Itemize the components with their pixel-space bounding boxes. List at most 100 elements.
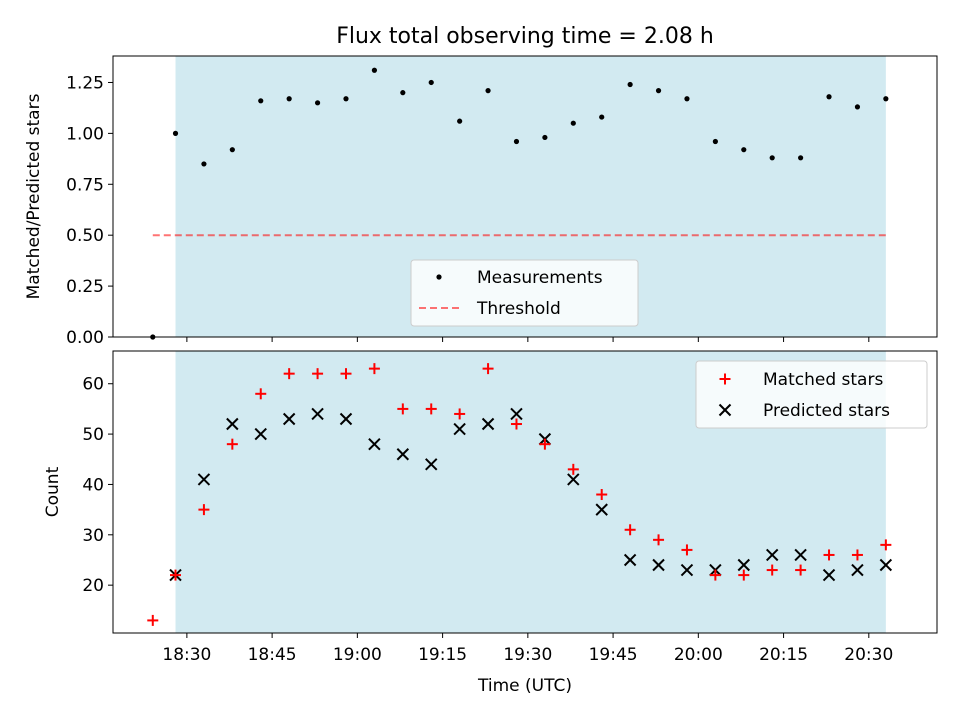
matched-point [681,544,693,556]
measurement-point [599,114,605,120]
predicted-point [254,427,267,441]
cross-stroke-b [623,553,637,567]
measurement-point [343,96,349,102]
top-y-tick-label: 0.25 [66,277,104,297]
legend-predicted-label: Predicted stars [763,401,890,421]
bottom-y-axis-label: Count [43,466,63,517]
predicted-point [282,412,296,426]
measurement-point [201,161,207,167]
cross-stroke-b [226,417,239,431]
cross-stroke-b [652,558,665,572]
bottom-x-tick-label: 19:15 [418,645,467,665]
cross-stroke-b [567,473,580,486]
cross-stroke-b [197,473,211,486]
bottom-y-tick-label: 40 [82,475,104,495]
predicted-point [197,473,211,486]
measurement-point [542,134,548,141]
cross-stroke-b [737,558,750,572]
top-y-tick-label: 0.50 [66,226,104,246]
measurement-point [258,98,264,104]
matched-point [823,549,835,561]
cross-stroke-b [510,407,523,421]
top-y-tick-label: 0.00 [66,328,104,348]
legend-matched-marker [719,373,731,385]
cross-stroke-b [879,558,893,572]
matched-point [226,438,238,450]
legend-threshold-label: Threshold [476,299,561,319]
cross-stroke-b [481,417,495,431]
matched-point [368,363,380,375]
legend-measurements-marker [436,274,442,280]
measurement-point [883,96,889,102]
bottom-legend: Matched stars Predicted stars [695,360,928,429]
measurement-point [513,138,520,145]
predicted-point [453,422,466,436]
bottom-y-tick-label: 30 [82,526,104,546]
matched-point [738,569,750,581]
bottom-x-tick-label: 18:30 [162,645,211,665]
measurement-point [712,138,718,145]
measurement-point [627,81,633,88]
cross-stroke-b [822,568,836,582]
bottom-x-tick-label: 20:30 [844,645,893,665]
bottom-x-tick-label: 18:45 [248,645,297,665]
matched-point [880,539,892,551]
matched-point [596,489,608,501]
top-panel: 0.00 0.25 0.50 0.75 1.00 1.25 Matched/Predict… [24,55,938,348]
measurement-point [854,104,861,110]
legend-matched-label: Matched stars [763,370,883,390]
predicted-point [765,548,779,562]
measurement-point [684,96,690,102]
cross-stroke-b [282,412,296,426]
predicted-point [737,558,750,572]
cross-stroke-b [851,563,864,577]
matched-point [851,549,863,561]
matched-point [170,569,182,581]
cross-stroke-b [368,437,381,451]
cross-stroke-b [794,548,807,562]
matched-point [795,564,807,576]
predicted-point [595,503,608,516]
measurement-point [428,79,434,86]
legend-predicted-marker [718,403,732,417]
measurement-point [826,94,832,100]
predicted-point [311,407,324,421]
matched-point [482,363,494,375]
cross-stroke-b [311,407,324,421]
measurement-point [655,88,662,94]
top-y-tick-label: 1.00 [66,124,104,144]
matched-point [567,463,579,475]
predicted-point [510,407,523,421]
top-axes-frame [112,55,938,338]
top-y-axis: 0.00 0.25 0.50 0.75 1.00 1.25 [66,73,113,348]
top-legend: Measurements Threshold [410,259,639,327]
measurement-point [286,96,292,102]
predicted-point [567,473,580,486]
predicted-point [481,417,495,431]
measurement-point [314,100,321,106]
predicted-point [680,563,694,577]
top-y-axis-label: Matched/Predicted stars [24,93,44,299]
matched-point [766,564,778,576]
predicted-point [879,558,893,572]
measurement-point [798,155,804,161]
predicted-point [226,417,239,431]
measurement-point [570,120,576,126]
matched-point [283,368,295,380]
measurement-point [457,118,463,124]
bottom-x-tick-label: 19:30 [503,645,552,665]
cross-stroke-b [680,563,694,577]
matched-point [510,418,522,430]
predicted-point [851,563,864,577]
predicted-point [794,548,807,562]
matched-point [454,408,466,420]
predicted-point [425,458,438,471]
top-x-axis [186,337,870,342]
matched-point [147,614,159,626]
measurement-point [172,130,179,136]
predicted-point [368,437,381,451]
predicted-point [339,412,353,426]
cross-stroke-b [339,412,353,426]
bottom-x-axis-label: Time (UTC) [477,676,572,696]
